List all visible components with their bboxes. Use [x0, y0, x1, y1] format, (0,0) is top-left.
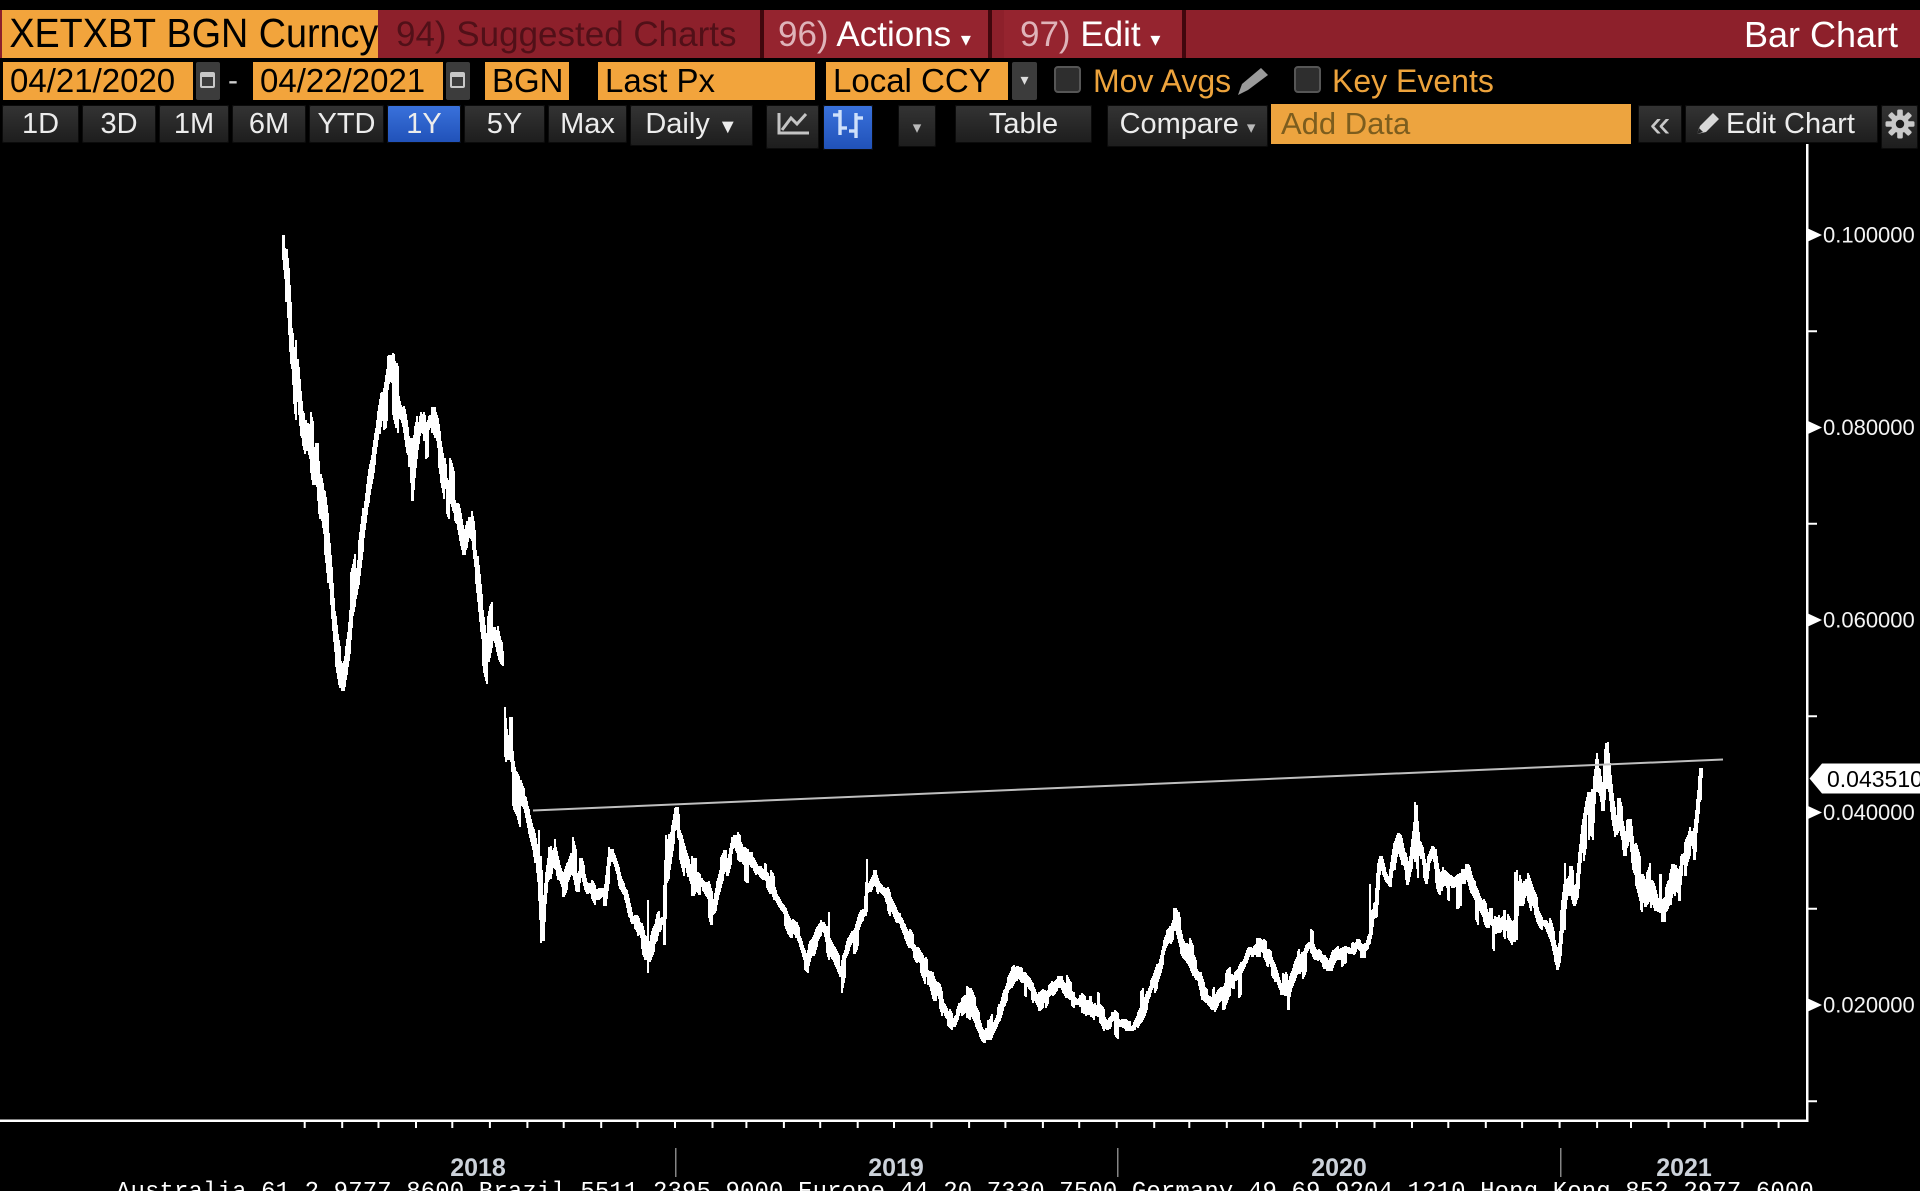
svg-text:2021: 2021 — [1656, 1154, 1712, 1182]
svg-text:0.100000: 0.100000 — [1823, 223, 1915, 248]
svg-text:0.060000: 0.060000 — [1823, 608, 1915, 633]
svg-text:0.020000: 0.020000 — [1823, 993, 1915, 1018]
svg-text:2019: 2019 — [868, 1154, 924, 1182]
svg-text:0.043510: 0.043510 — [1827, 766, 1920, 792]
svg-text:2020: 2020 — [1311, 1154, 1367, 1182]
svg-text:0.080000: 0.080000 — [1823, 415, 1915, 440]
svg-text:2018: 2018 — [450, 1154, 506, 1182]
svg-text:0.040000: 0.040000 — [1823, 800, 1915, 825]
svg-text:Australia 61 2 9777 8600 Brazi: Australia 61 2 9777 8600 Brazil 5511 239… — [116, 1179, 1814, 1191]
